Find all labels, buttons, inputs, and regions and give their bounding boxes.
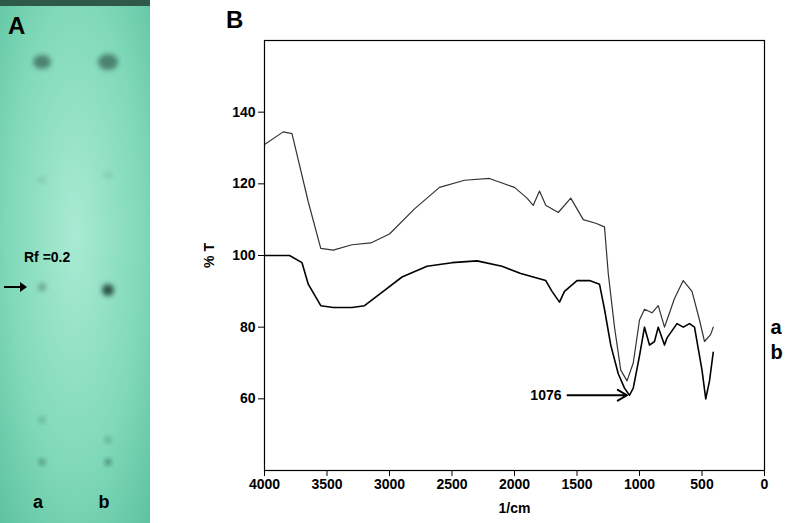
svg-text:1/cm: 1/cm <box>499 500 531 516</box>
svg-text:80: 80 <box>240 319 256 335</box>
svg-text:b: b <box>99 492 110 512</box>
svg-text:4000: 4000 <box>249 476 280 492</box>
svg-text:2000: 2000 <box>499 476 530 492</box>
html-text:B: B <box>226 6 244 33</box>
svg-text:60: 60 <box>240 390 256 406</box>
svg-text:1000: 1000 <box>624 476 655 492</box>
svg-text:A: A <box>8 12 25 39</box>
svg-text:% T: % T <box>201 243 217 268</box>
svg-text:120: 120 <box>232 175 256 191</box>
svg-text:500: 500 <box>690 476 714 492</box>
svg-text:3500: 3500 <box>311 476 342 492</box>
svg-text:2500: 2500 <box>436 476 467 492</box>
svg-text:140: 140 <box>232 104 256 120</box>
svg-text:100: 100 <box>232 247 256 263</box>
svg-text:1076: 1076 <box>530 387 561 403</box>
svg-text:a: a <box>771 316 783 338</box>
svg-text:Rf =0.2: Rf =0.2 <box>24 249 71 265</box>
svg-text:a: a <box>33 492 44 512</box>
svg-text:b: b <box>771 341 783 363</box>
svg-text:1500: 1500 <box>561 476 592 492</box>
svg-text:0: 0 <box>761 476 769 492</box>
svg-text:3000: 3000 <box>374 476 405 492</box>
